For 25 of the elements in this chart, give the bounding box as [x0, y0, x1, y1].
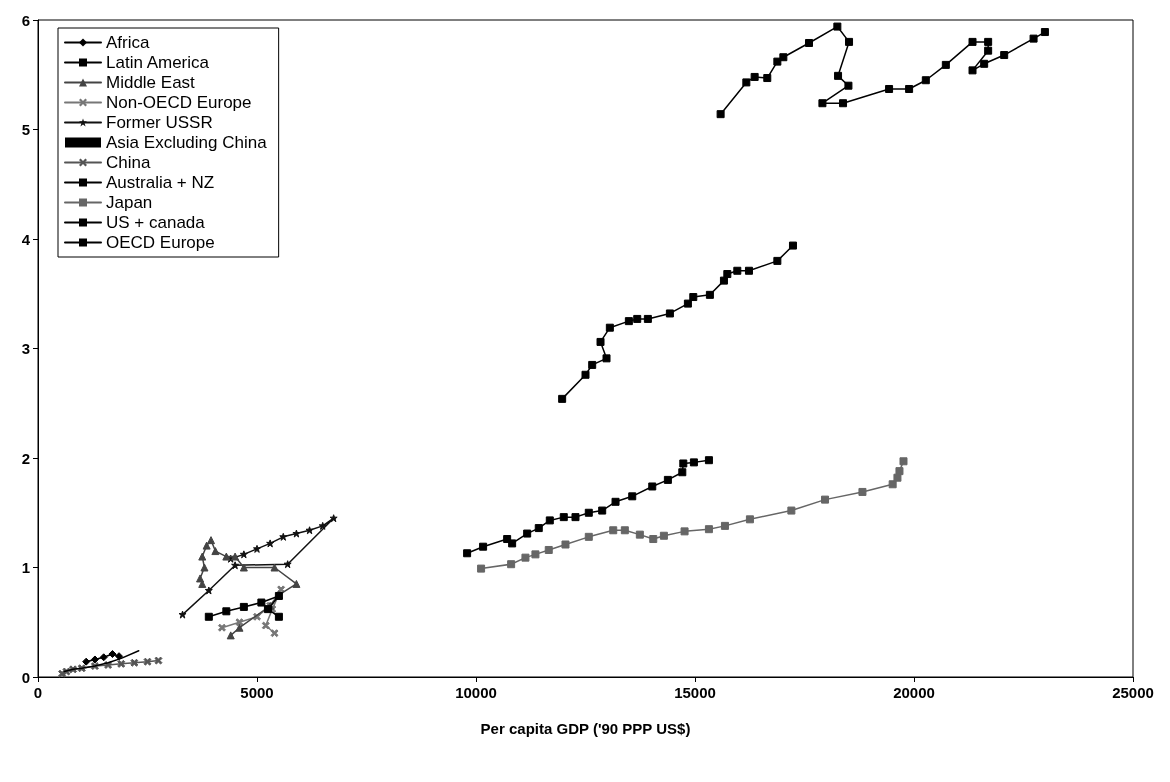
legend-label: Japan [106, 193, 153, 212]
y-tick-label: 5 [21, 121, 30, 138]
legend-label: Africa [106, 33, 150, 52]
legend-label: Former USSR [106, 113, 213, 132]
x-tick-label: 15000 [674, 684, 716, 701]
legend-label: US + canada [106, 213, 206, 232]
legend-label: Latin America [106, 53, 210, 72]
legend-label: Asia Excluding China [106, 133, 268, 152]
legend-label: Middle East [106, 73, 196, 92]
y-tick-label: 2 [21, 449, 30, 467]
y-tick-label: 4 [21, 230, 31, 248]
legend-label: Australia + NZ [106, 173, 215, 192]
x-axis-title: Per capita GDP ('90 PPP US$) [480, 720, 691, 737]
x-tick-label: 0 [33, 684, 43, 701]
x-tick-label: 20000 [893, 684, 935, 701]
legend-label: China [106, 153, 151, 172]
y-tick-label: 3 [21, 340, 30, 357]
x-tick-label: 25000 [1112, 684, 1154, 701]
y-tick-label: 6 [21, 11, 30, 29]
y-tick-label: 1 [21, 559, 30, 576]
x-tick-label: 10000 [455, 684, 497, 701]
x-tick-label: 5000 [240, 684, 274, 701]
y-tick-label: 0 [21, 668, 30, 686]
legend-label: OECD Europe [106, 233, 215, 252]
legend-label: Non-OECD Europe [106, 93, 252, 112]
